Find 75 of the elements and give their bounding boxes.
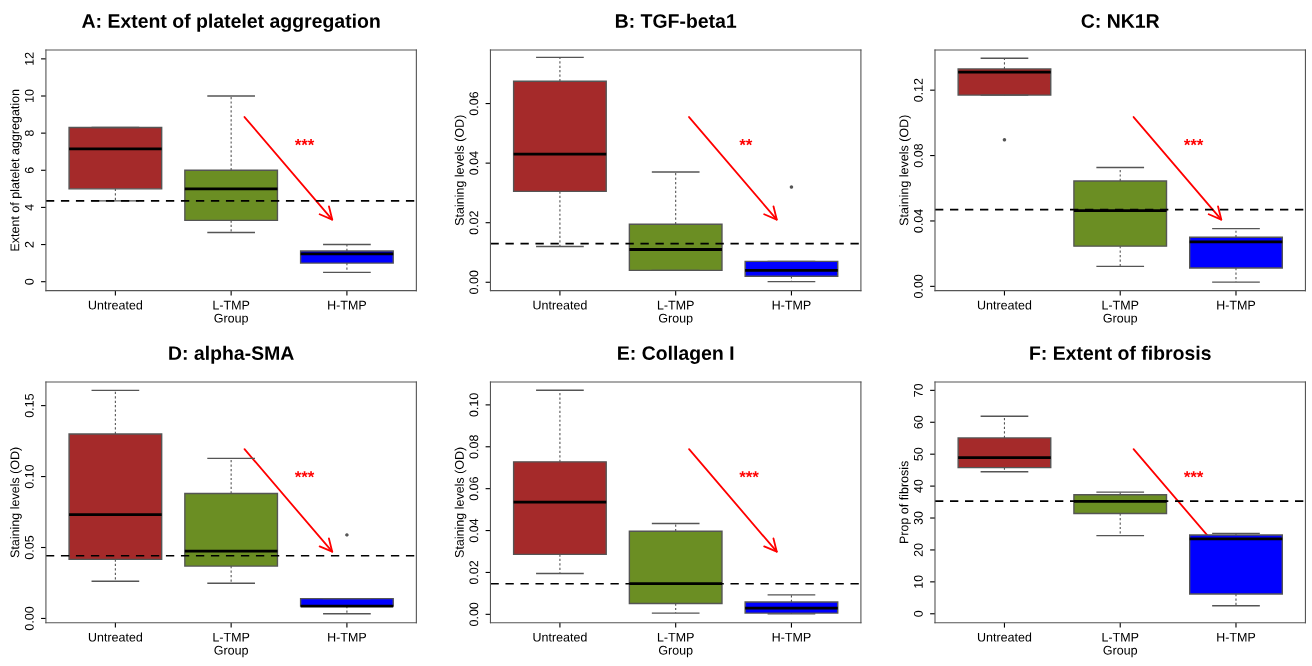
x-tick-label: H-TMP [1217, 300, 1256, 310]
chart-title: B: TGF-beta1 [615, 13, 737, 28]
y-axis-title: Staining levels (OD) [454, 447, 467, 558]
y-tick-label: 20 [913, 543, 923, 557]
y-tick-label: 10 [913, 575, 923, 588]
y-tick-label: 70 [913, 383, 923, 397]
x-tick-label: L-TMP [213, 300, 250, 310]
chart-title: D: alpha-SMA [169, 345, 294, 364]
y-tick-label: 0.02 [469, 211, 479, 235]
chart-title: F: Extent of fibrosis [1030, 345, 1211, 361]
x-tick-label: H-TMP [328, 300, 367, 310]
x-tick-label: L-TMP [657, 300, 694, 310]
x-axis-title: Group [1103, 645, 1138, 658]
y-tick-label: 0.08 [913, 143, 923, 168]
x-axis-title: Group [1103, 313, 1138, 326]
annotation: ** [739, 139, 753, 146]
x-tick-label: L-TMP [1102, 300, 1139, 310]
y-tick-label: 40 [913, 479, 923, 493]
x-axis-title: Group [658, 645, 693, 658]
chart-title: E: Collagen I [618, 345, 734, 364]
x-tick-label: L-TMP [213, 632, 250, 642]
y-tick-label: 8 [24, 130, 34, 137]
y-tick-label: 0.10 [24, 464, 34, 489]
chart-title: A: Extent of platelet aggregation [82, 13, 380, 32]
y-axis-title: Prop of fibrosis [899, 461, 911, 544]
y-tick-label: 60 [913, 415, 923, 429]
y-tick-label: 0.12 [913, 78, 923, 102]
x-tick-label: Untreated [533, 632, 587, 642]
y-tick-label: 30 [913, 511, 923, 525]
y-tick-label: 0.02 [469, 560, 479, 585]
y-axis-title: Staining levels (OD) [454, 115, 467, 226]
y-tick-label: 50 [913, 447, 923, 461]
y-tick-label: 6 [24, 167, 34, 174]
y-tick-label: 10 [24, 89, 34, 102]
x-tick-label: Untreated [977, 632, 1032, 642]
x-tick-label: Untreated [977, 300, 1032, 310]
y-tick-label: 12 [24, 52, 34, 65]
x-axis-title: Group [214, 645, 248, 658]
y-axis-title: Staining levels (OD) [10, 447, 22, 558]
y-tick-label: 0.06 [469, 477, 479, 501]
y-tick-label: 0.00 [469, 602, 479, 627]
y-axis-title: Staining levels (OD) [899, 115, 911, 226]
annotation: *** [1183, 471, 1204, 478]
y-tick-label: 0.04 [469, 518, 479, 543]
y-tick-label: 0.06 [469, 91, 479, 116]
y-tick-label: 4 [25, 204, 34, 211]
x-tick-label: L-TMP [657, 632, 694, 642]
y-tick-label: 0.00 [24, 606, 34, 631]
x-tick-label: H-TMP [772, 300, 811, 310]
annotation: *** [739, 471, 759, 478]
y-tick-label: 0.10 [469, 393, 479, 417]
x-axis-title: Group [214, 313, 248, 326]
y-tick-label: 2 [24, 241, 34, 248]
chart-title: C: NK1R [1081, 14, 1160, 28]
annotation: *** [294, 471, 315, 478]
y-tick-label: 0 [24, 278, 34, 285]
x-tick-label: Untreated [88, 632, 143, 642]
y-tick-label: 0.04 [469, 151, 479, 175]
y-tick-label: 0.15 [24, 393, 34, 418]
x-tick-label: Untreated [88, 300, 143, 310]
x-tick-label: L-TMP [1102, 632, 1139, 642]
y-tick-label: 0.08 [469, 435, 479, 459]
y-tick-label: 0.00 [913, 274, 923, 299]
y-tick-label: 0.00 [469, 270, 479, 294]
x-axis-title: Group [658, 313, 693, 326]
x-tick-label: Untreated [533, 300, 587, 310]
annotation: *** [294, 139, 315, 146]
y-tick-label: 0.05 [24, 535, 34, 560]
y-tick-label: 0.04 [913, 209, 923, 233]
x-tick-label: H-TMP [1217, 632, 1256, 642]
y-axis-title: Extent of platelet aggregation [10, 89, 22, 251]
y-tick-label: 0 [913, 610, 923, 617]
x-tick-label: H-TMP [772, 632, 811, 642]
x-tick-label: H-TMP [328, 632, 367, 642]
annotation: *** [1183, 139, 1204, 146]
